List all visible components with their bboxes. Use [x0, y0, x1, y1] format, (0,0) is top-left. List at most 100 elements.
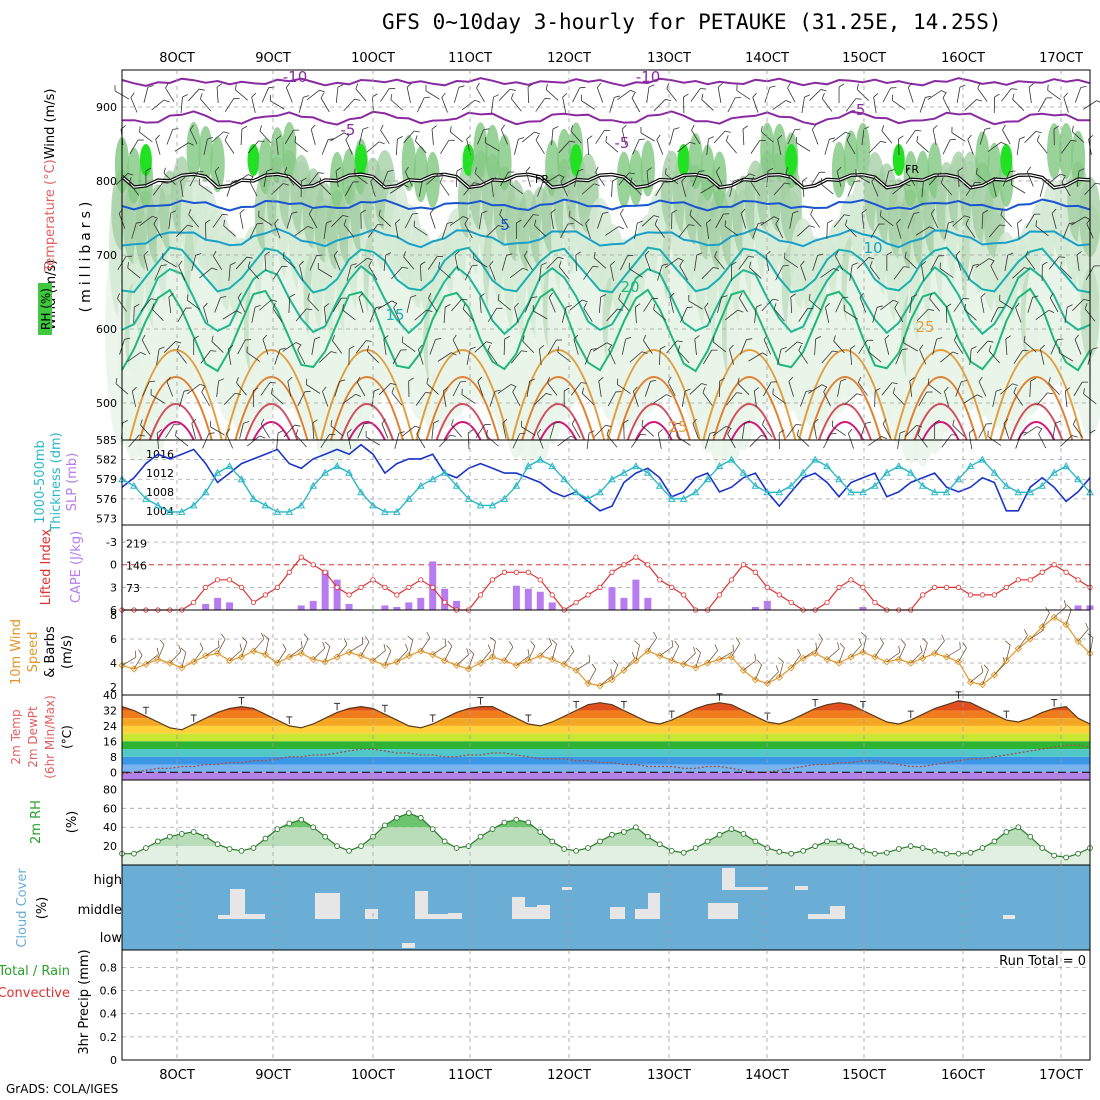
wind-barb	[307, 172, 324, 186]
wind-barb-flag	[387, 169, 394, 172]
wind-barb-staff	[748, 352, 763, 362]
wind-barb-staff	[321, 139, 329, 155]
wind-barb	[1001, 88, 1018, 102]
wind-barb-staff	[441, 223, 448, 239]
wind-barb-flag	[476, 82, 480, 89]
wind-barb-flag	[349, 345, 355, 350]
wind-barb-flag	[1005, 335, 1011, 340]
rh-shade	[210, 136, 225, 193]
wind-barb-staff	[241, 641, 248, 658]
wind-barb-staff	[677, 141, 691, 153]
wind-barb-flag	[631, 92, 636, 99]
wind-barb-flag	[485, 137, 486, 144]
wind-barb-flag	[631, 651, 635, 659]
wind-barb-staff	[958, 647, 967, 662]
wind-barb	[297, 344, 306, 365]
wind-barb-staff	[1025, 213, 1035, 229]
thickness-point	[225, 462, 234, 470]
thickness-point	[918, 481, 927, 489]
wind-barb-flag	[735, 97, 741, 99]
wind-barb	[479, 293, 485, 314]
wind-barb-staff	[1015, 307, 1022, 323]
wind-barb-flag	[754, 653, 757, 661]
precip-y-tick: 0.2	[100, 1031, 118, 1044]
wind-barb	[729, 344, 734, 365]
temp-line	[121, 700, 1091, 731]
wind-barb	[666, 340, 683, 354]
wind-barb-staff	[763, 381, 772, 397]
wind-barb	[168, 293, 174, 313]
wind-barb-staff	[570, 382, 582, 396]
wind-barb	[860, 421, 872, 439]
cape-bar	[321, 570, 329, 610]
wind-barb-flag	[454, 250, 460, 256]
wind-barb	[740, 338, 753, 355]
li-point	[226, 577, 233, 583]
wind-barb-staff	[595, 130, 605, 144]
wind-barb-staff	[259, 130, 272, 144]
wind-barb-staff	[331, 215, 344, 227]
wind-barb-flag	[333, 250, 338, 256]
wind-barb	[521, 131, 541, 143]
wind-barb	[477, 128, 490, 145]
temp-contour	[121, 198, 1091, 212]
wind-barb-flag	[548, 292, 553, 298]
wind-barb-staff	[217, 639, 226, 654]
rh-shade	[677, 144, 690, 176]
wind-barb	[690, 88, 707, 102]
wind-barb	[944, 386, 950, 407]
wind-barb-staff	[357, 423, 365, 439]
wind-barb-staff	[527, 86, 529, 104]
wind-barb-flag	[630, 89, 636, 93]
wind-barb-flag	[840, 378, 847, 382]
wind-barb-flag	[385, 252, 392, 256]
wind-barb-staff	[514, 139, 519, 155]
wind-barb-flag	[802, 177, 808, 182]
wind-barb	[653, 98, 672, 111]
wind-barb-flag	[447, 221, 453, 224]
wind-barb-staff	[189, 129, 198, 145]
wind-barb-staff	[681, 181, 687, 197]
wind-barb-flag	[1028, 83, 1034, 88]
wind-barb-flag	[306, 308, 313, 311]
wind-speed-point	[787, 664, 795, 672]
precip-y-tick: 0	[110, 1054, 117, 1067]
wind-barb-flag	[740, 208, 746, 214]
wind-barb	[704, 302, 711, 323]
rh-point	[501, 819, 508, 826]
cloud-bar-middle	[830, 906, 845, 919]
wind-barb-flag	[295, 342, 302, 346]
wind-barb-staff	[562, 97, 567, 113]
wind-barb-flag	[1023, 336, 1026, 342]
wind-barb-flag	[1024, 267, 1030, 270]
rh-shade	[198, 126, 213, 183]
wind-barb-staff	[629, 351, 643, 363]
thickness-point	[393, 507, 401, 515]
thickness-point	[560, 475, 569, 483]
wind-barb-staff	[1006, 644, 1011, 661]
wind-barb-flag	[953, 334, 958, 341]
wind-barb	[918, 391, 933, 407]
wind-speed-line	[121, 616, 1091, 687]
wind-barb-flag	[458, 85, 465, 88]
wind-barb-staff	[489, 265, 496, 281]
wind-barb	[788, 376, 794, 397]
wind-barb-staff	[849, 265, 853, 281]
wind-speed-point	[763, 679, 771, 688]
wind-barb-staff	[659, 646, 674, 657]
wind-barb-flag	[360, 209, 367, 214]
wind-barb-flag	[271, 387, 273, 394]
wind-barb-staff	[404, 171, 413, 187]
wind-barb-10m	[360, 636, 370, 656]
wind-barb	[437, 352, 457, 362]
wind-barb-flag	[778, 429, 785, 434]
wind-barb	[715, 213, 730, 229]
wind-barb	[979, 127, 991, 145]
wind-barb-staff	[538, 349, 542, 365]
wind-barb-flag	[642, 334, 647, 341]
wind-barb-staff	[968, 433, 973, 449]
wind-barb	[175, 430, 189, 447]
wind-barb-staff	[940, 351, 954, 363]
wind-barb-staff	[988, 224, 1000, 238]
wind-barb-staff	[180, 96, 183, 114]
